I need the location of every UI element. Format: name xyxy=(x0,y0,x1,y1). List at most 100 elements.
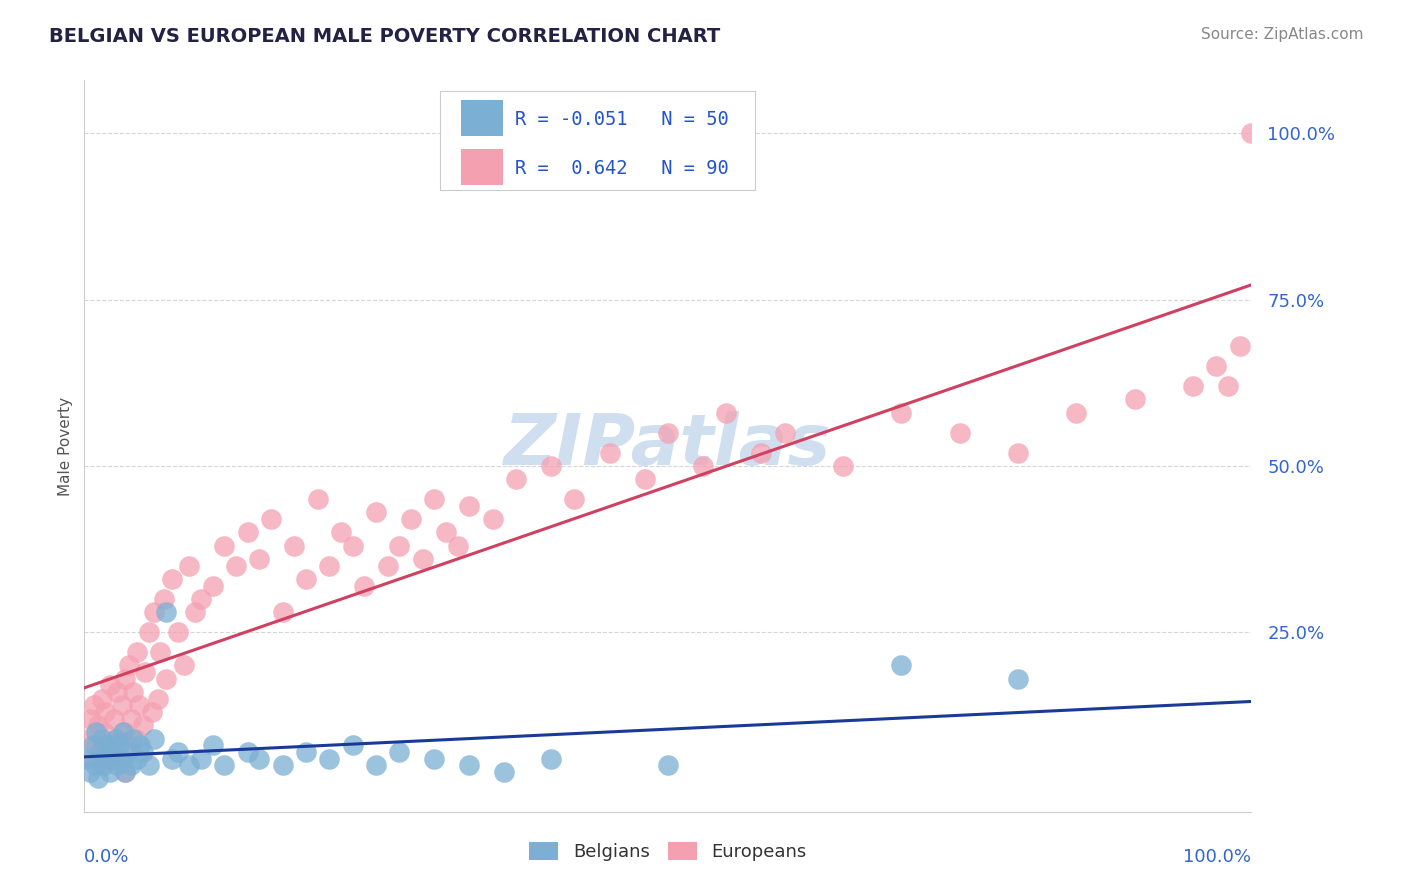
Point xyxy=(122,731,145,746)
Point xyxy=(104,731,127,746)
Point xyxy=(94,751,117,765)
FancyBboxPatch shape xyxy=(461,149,503,185)
Point xyxy=(97,738,120,752)
Point xyxy=(295,572,318,586)
Point xyxy=(138,758,160,772)
Point xyxy=(564,492,586,507)
Point xyxy=(657,758,679,772)
Text: R =  0.642   N = 90: R = 0.642 N = 90 xyxy=(515,159,728,178)
Text: R = -0.051   N = 50: R = -0.051 N = 50 xyxy=(515,110,728,128)
Point xyxy=(190,591,212,606)
Point xyxy=(1216,379,1239,393)
Point xyxy=(134,665,156,679)
Point xyxy=(225,558,247,573)
FancyBboxPatch shape xyxy=(461,100,503,136)
Point xyxy=(93,725,115,739)
Point xyxy=(201,579,224,593)
Point xyxy=(79,764,101,779)
Point xyxy=(1181,379,1204,393)
Point xyxy=(832,458,855,473)
Point xyxy=(318,558,340,573)
Point xyxy=(399,512,422,526)
Point xyxy=(82,751,104,765)
Point xyxy=(84,738,107,752)
Point xyxy=(271,758,294,772)
Point xyxy=(98,764,121,779)
Point xyxy=(458,499,481,513)
Point xyxy=(111,698,134,713)
Text: Source: ZipAtlas.com: Source: ZipAtlas.com xyxy=(1201,27,1364,42)
Point xyxy=(249,751,271,765)
Point xyxy=(84,725,107,739)
Point xyxy=(94,705,117,719)
Point xyxy=(155,672,177,686)
Point xyxy=(458,758,481,772)
Point xyxy=(173,658,195,673)
Point xyxy=(749,445,772,459)
Point xyxy=(388,539,411,553)
Point xyxy=(83,698,105,713)
Point xyxy=(1066,406,1088,420)
Point xyxy=(93,758,115,772)
Point xyxy=(236,525,259,540)
Point xyxy=(283,539,305,553)
Point xyxy=(138,625,160,640)
Point xyxy=(76,731,98,746)
Point xyxy=(125,751,148,765)
Point xyxy=(160,751,183,765)
Point xyxy=(160,572,183,586)
Point xyxy=(132,718,155,732)
Point xyxy=(103,745,125,759)
Point xyxy=(129,738,152,752)
Point xyxy=(260,512,283,526)
Point xyxy=(111,751,134,765)
Point xyxy=(114,672,136,686)
Point xyxy=(318,751,340,765)
Point xyxy=(633,472,655,486)
Point xyxy=(179,758,201,772)
Text: 0.0%: 0.0% xyxy=(84,848,129,866)
Point xyxy=(103,751,125,765)
Point xyxy=(214,758,236,772)
Point xyxy=(122,685,145,699)
Point xyxy=(214,539,236,553)
Point xyxy=(342,539,364,553)
Point xyxy=(108,745,131,759)
Point xyxy=(111,725,134,739)
Point xyxy=(1007,445,1029,459)
Point xyxy=(155,605,177,619)
Point xyxy=(89,745,111,759)
Point xyxy=(125,731,148,746)
Point xyxy=(90,758,112,772)
Point xyxy=(76,751,98,765)
Point xyxy=(190,751,212,765)
Point xyxy=(353,579,375,593)
Point xyxy=(657,425,679,440)
Point xyxy=(112,725,135,739)
Point xyxy=(692,458,714,473)
Point xyxy=(105,685,128,699)
FancyBboxPatch shape xyxy=(440,91,755,190)
Point xyxy=(599,445,621,459)
Point xyxy=(141,705,163,719)
Point xyxy=(117,745,139,759)
Point xyxy=(166,745,188,759)
Point xyxy=(114,764,136,779)
Point xyxy=(1007,672,1029,686)
Point xyxy=(1205,359,1227,374)
Point xyxy=(388,745,411,759)
Text: BELGIAN VS EUROPEAN MALE POVERTY CORRELATION CHART: BELGIAN VS EUROPEAN MALE POVERTY CORRELA… xyxy=(49,27,720,45)
Point xyxy=(90,691,112,706)
Point xyxy=(295,745,318,759)
Point xyxy=(128,698,150,713)
Point xyxy=(118,658,141,673)
Point xyxy=(434,525,457,540)
Point xyxy=(114,764,136,779)
Point xyxy=(179,558,201,573)
Legend: Belgians, Europeans: Belgians, Europeans xyxy=(522,835,814,869)
Point xyxy=(423,751,446,765)
Point xyxy=(152,591,174,606)
Point xyxy=(83,758,105,772)
Point xyxy=(1229,339,1251,353)
Point xyxy=(481,512,505,526)
